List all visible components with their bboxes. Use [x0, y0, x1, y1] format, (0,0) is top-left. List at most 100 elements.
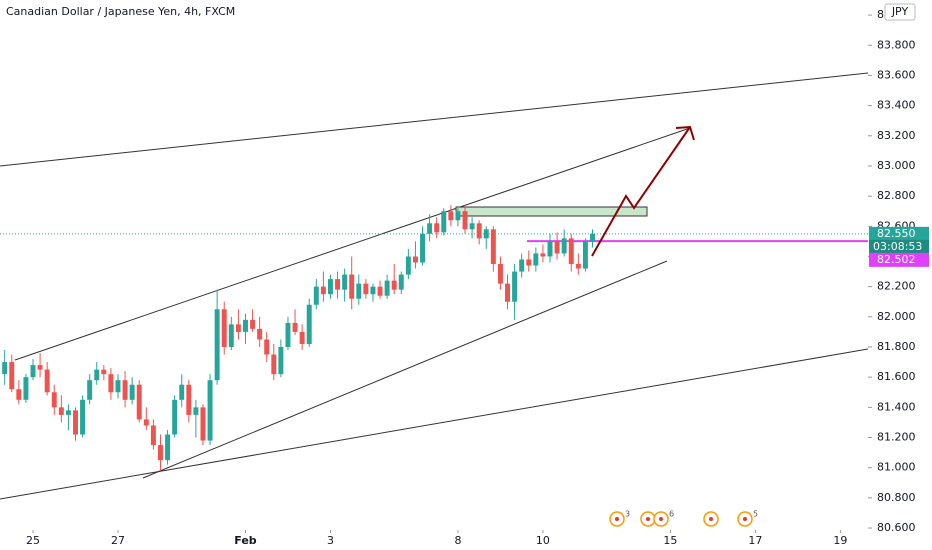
- countdown-label: 03:08:53: [873, 240, 922, 253]
- candle-body: [519, 259, 525, 272]
- price-axis: [869, 0, 932, 550]
- x-tick-label: 19: [833, 534, 847, 547]
- y-tick-label: 82.200: [877, 280, 916, 293]
- candle-body: [320, 286, 326, 295]
- candle-body: [582, 241, 588, 269]
- candle-body: [122, 380, 128, 400]
- candle-body: [370, 286, 376, 295]
- candle-body: [540, 253, 546, 257]
- y-tick-label: 81.600: [877, 370, 916, 383]
- x-tick-label: 15: [663, 534, 677, 547]
- candle-body: [172, 399, 178, 435]
- candle-body: [342, 274, 348, 290]
- candle-body: [455, 211, 461, 221]
- x-tick-label: 3: [327, 534, 334, 547]
- candle-body: [58, 407, 64, 415]
- channel-line: [14, 127, 691, 361]
- candle-body: [73, 410, 78, 435]
- candle-body: [327, 279, 333, 295]
- candle-body: [469, 223, 475, 230]
- candle-body: [228, 324, 234, 347]
- candle-body: [94, 369, 100, 381]
- x-tick-label: 17: [748, 534, 762, 547]
- candle-body: [285, 322, 291, 347]
- trend-line: [0, 72, 869, 167]
- candle-body: [441, 211, 447, 233]
- candle-body: [462, 211, 468, 230]
- candle-body: [186, 384, 192, 415]
- candle-body: [299, 331, 305, 344]
- arrow-head: [675, 125, 695, 141]
- candle-body: [37, 365, 43, 370]
- candle-body: [115, 380, 121, 393]
- candle-body: [207, 380, 213, 441]
- candle-body: [547, 241, 553, 257]
- candle-body: [505, 283, 510, 302]
- event-dot: [615, 517, 619, 521]
- candle-body: [448, 211, 454, 221]
- candle-body: [335, 279, 341, 290]
- x-tick-label: 8: [454, 534, 461, 547]
- candle-body: [221, 309, 227, 347]
- candle-body: [250, 319, 256, 329]
- event-count: 3: [625, 510, 630, 519]
- candle-body: [165, 434, 171, 461]
- countdown-badge: [869, 239, 929, 254]
- candle-body: [158, 445, 163, 461]
- candle-body: [278, 346, 284, 375]
- x-tick-label: 27: [111, 534, 125, 547]
- candle-body: [200, 407, 206, 441]
- projection-arrow: [591, 126, 691, 257]
- candle-body: [497, 264, 503, 284]
- currency-label: JPY: [891, 5, 909, 18]
- candle-body: [476, 223, 482, 239]
- y-tick-label: 81.200: [877, 431, 916, 444]
- candle-body: [214, 309, 220, 381]
- y-tick-label: 81.400: [877, 400, 916, 413]
- candle-body: [554, 241, 560, 254]
- candle-body: [65, 410, 71, 415]
- candle-body: [412, 256, 418, 263]
- event-count: 5: [753, 510, 758, 519]
- candle-body: [384, 280, 390, 296]
- line-price-badge: [869, 252, 929, 267]
- candle-body: [143, 419, 149, 426]
- candle-body: [434, 223, 440, 233]
- candle-body: [526, 259, 532, 266]
- candle-body: [44, 369, 50, 393]
- candle-body: [575, 264, 581, 269]
- x-tick-label: Feb: [234, 534, 257, 547]
- event-dot: [646, 517, 650, 521]
- last-price-label: 82.550: [877, 227, 916, 240]
- candle-body: [193, 407, 199, 415]
- y-tick-label: 83.400: [877, 99, 916, 112]
- candle-body: [242, 319, 248, 332]
- candle-body: [306, 304, 312, 344]
- candle-body: [80, 399, 86, 435]
- y-tick-label: 80.600: [877, 521, 916, 534]
- candle-body: [136, 384, 142, 420]
- trend-line: [0, 348, 869, 500]
- candle-body: [9, 362, 15, 390]
- event-dot: [659, 517, 663, 521]
- x-tick-label: 25: [26, 534, 40, 547]
- candle-body: [590, 233, 595, 242]
- candle-body: [427, 223, 433, 234]
- y-tick-label: 83.000: [877, 159, 916, 172]
- candle-body: [420, 233, 426, 263]
- y-tick-label: 83.800: [877, 38, 916, 51]
- candle-body: [512, 271, 518, 302]
- candle-body: [292, 322, 298, 332]
- y-tick-label: 80.800: [877, 491, 916, 504]
- candle-body: [30, 365, 36, 378]
- candle-body: [568, 238, 574, 265]
- candle-body: [23, 377, 29, 400]
- candle-body: [490, 229, 496, 265]
- candle-body: [356, 283, 362, 299]
- candle-body: [398, 274, 404, 290]
- x-tick-label: 10: [536, 534, 550, 547]
- candle-body: [87, 380, 93, 400]
- candle-body: [533, 253, 539, 266]
